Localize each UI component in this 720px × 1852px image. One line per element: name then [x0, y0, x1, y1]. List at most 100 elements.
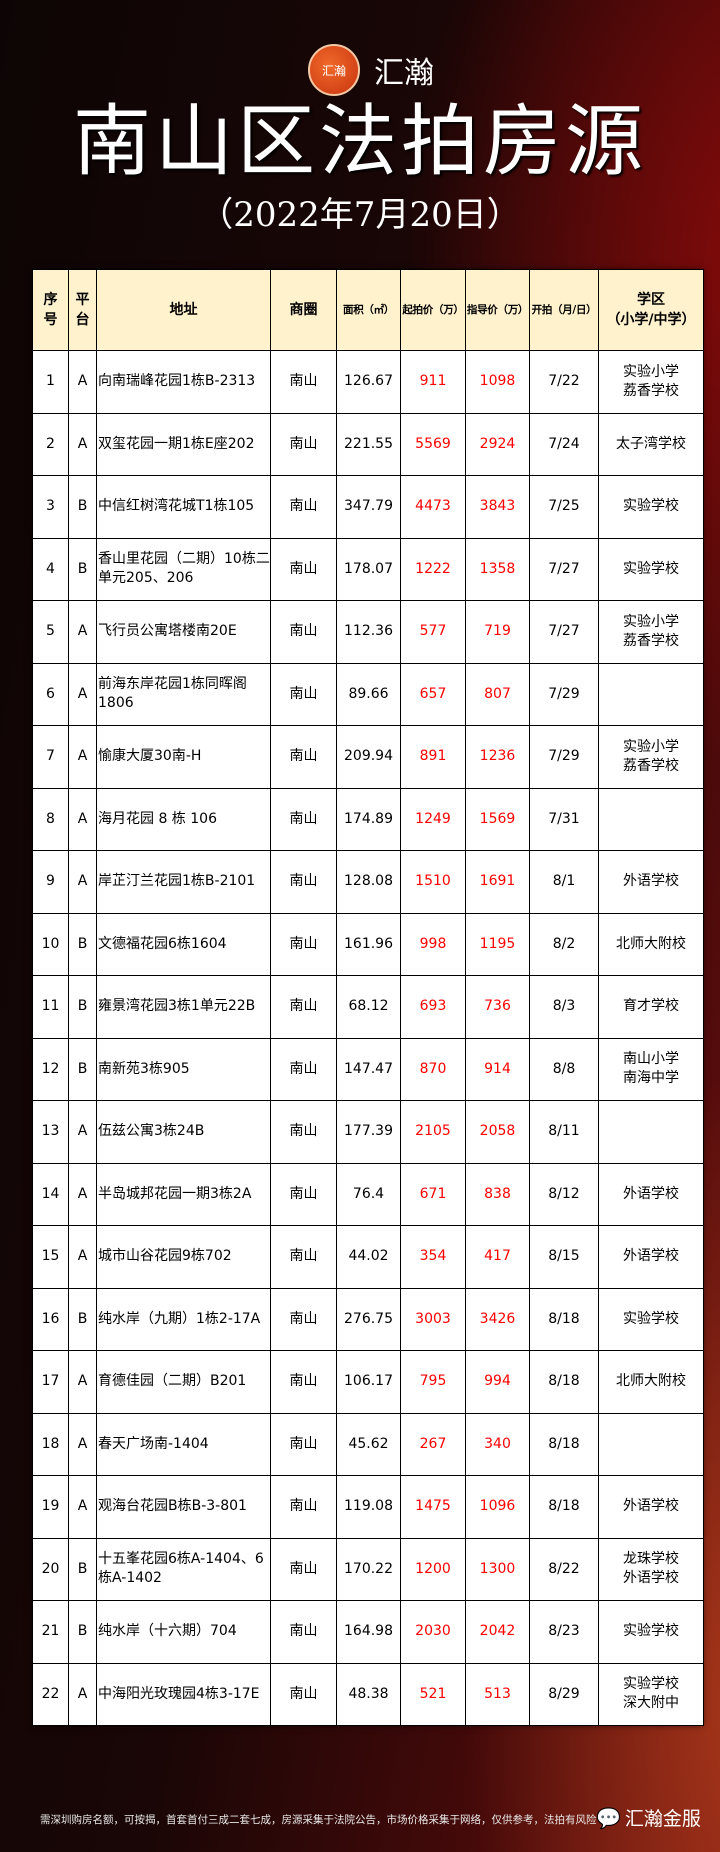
cell-auction-date: 8/12 [529, 1162, 599, 1226]
cell-district: 南山 [270, 600, 337, 664]
cell-platform: A [68, 600, 97, 664]
cell-auction-date: 8/11 [529, 1100, 599, 1164]
cell-address: 海月花园 8 栋 106 [96, 787, 271, 851]
cell-address: 观海台花园B栋B-3-801 [96, 1475, 271, 1539]
cell-auction-date: 8/18 [529, 1287, 599, 1351]
cell-district: 南山 [270, 662, 337, 726]
cell-area: 76.4 [336, 1162, 401, 1226]
cell-school-district: 实验学校 [598, 1600, 704, 1664]
cell-start-price: 577 [400, 600, 466, 664]
cell-index: 8 [32, 787, 69, 851]
cell-auction-date: 7/22 [529, 350, 599, 414]
cell-platform: A [68, 350, 97, 414]
cell-index: 6 [32, 662, 69, 726]
cell-auction-date: 8/1 [529, 850, 599, 914]
cell-index: 20 [32, 1537, 69, 1601]
cell-address: 飞行员公寓塔楼南20E [96, 600, 271, 664]
cell-start-price: 267 [400, 1412, 466, 1476]
cell-district: 南山 [270, 1225, 337, 1289]
cell-address: 育德佳园（二期）B201 [96, 1350, 271, 1414]
cell-guide-price: 1691 [465, 850, 530, 914]
table-row: 17 A 育德佳园（二期）B201 南山 106.17 795 994 8/18 北师大附校 [32, 1350, 704, 1414]
cell-address: 中海阳光玫瑰园4栋3-17E [96, 1662, 271, 1726]
cell-auction-date: 8/23 [529, 1600, 599, 1664]
cell-auction-date: 7/29 [529, 725, 599, 789]
cell-address: 双玺花园一期1栋E座202 [96, 412, 271, 476]
cell-index: 13 [32, 1100, 69, 1164]
cell-school-district: 实验学校 [598, 475, 704, 539]
cell-auction-date: 8/8 [529, 1037, 599, 1101]
cell-address: 十五峯花园6栋A-1404、6栋A-1402 [96, 1537, 271, 1601]
cell-address: 雍景湾花园3栋1单元22B [96, 975, 271, 1039]
table-row: 1 A 向南瑞峰花园1栋B-2313 南山 126.67 911 1098 7/22 实验小学荔… [32, 350, 704, 414]
cell-address: 南新苑3栋905 [96, 1037, 271, 1101]
cell-area: 276.75 [336, 1287, 401, 1351]
cell-area: 68.12 [336, 975, 401, 1039]
cell-platform: B [68, 975, 97, 1039]
cell-start-price: 354 [400, 1225, 466, 1289]
cell-platform: B [68, 475, 97, 539]
cell-school-district: 实验学校 [598, 537, 704, 601]
cell-auction-date: 8/18 [529, 1475, 599, 1539]
cell-school-district: 南山小学 南海中学 [598, 1037, 704, 1101]
cell-index: 19 [32, 1475, 69, 1539]
cell-platform: B [68, 1287, 97, 1351]
cell-index: 12 [32, 1037, 69, 1101]
cell-index: 16 [32, 1287, 69, 1351]
brand-logo: 汇瀚 汇瀚 [308, 44, 434, 96]
cell-address: 半岛城邦花园一期3栋2A [96, 1162, 271, 1226]
cell-guide-price: 1195 [465, 912, 530, 976]
cell-address: 纯水岸（九期）1栋2-17A [96, 1287, 271, 1351]
table-row: 13 A 伍兹公寓3栋24B 南山 177.39 2105 2058 8/11 [32, 1100, 704, 1164]
cell-guide-price: 340 [465, 1412, 530, 1476]
cell-guide-price: 2924 [465, 412, 530, 476]
cell-platform: A [68, 1475, 97, 1539]
cell-start-price: 870 [400, 1037, 466, 1101]
cell-start-price: 2030 [400, 1600, 466, 1664]
cell-school-district: 龙珠学校 外语学校 [598, 1537, 704, 1601]
cell-district: 南山 [270, 1475, 337, 1539]
cell-index: 10 [32, 912, 69, 976]
cell-district: 南山 [270, 1100, 337, 1164]
cell-start-price: 1200 [400, 1537, 466, 1601]
table-row: 3 B 中信红树湾花城T1栋105 南山 347.79 4473 3843 7/25 实验学校 [32, 475, 704, 539]
cell-school-district: 实验学校 深大附中 [598, 1662, 704, 1726]
cell-area: 128.08 [336, 850, 401, 914]
column-header-index: 序号 [32, 269, 69, 351]
brand-name: 汇瀚 [374, 56, 434, 91]
listing-table: 序号平台地址 商圈 面积（㎡） 起拍价（万） 指导价（万） 开拍（月/日） 学区 （小学/中学… [32, 269, 704, 1726]
cell-start-price: 891 [400, 725, 466, 789]
cell-school-district [598, 787, 704, 851]
table-row: 12 B 南新苑3栋905 南山 147.47 870 914 8/8 南山小学 南海中学 [32, 1037, 704, 1101]
cell-district: 南山 [270, 1162, 337, 1226]
table-row: 6 A 前海东岸花园1栋同晖阁1806 南山 89.66 657 807 7/29 [32, 662, 704, 726]
cell-area: 106.17 [336, 1350, 401, 1414]
cell-start-price: 1475 [400, 1475, 466, 1539]
cell-address: 向南瑞峰花园1栋B-2313 [96, 350, 271, 414]
cell-school-district [598, 1412, 704, 1476]
cell-start-price: 5569 [400, 412, 466, 476]
cell-district: 南山 [270, 1350, 337, 1414]
column-header-guide-price: 指导价（万） [465, 269, 530, 351]
cell-start-price: 1510 [400, 850, 466, 914]
cell-area: 45.62 [336, 1412, 401, 1476]
column-header-school-district: 学区 （小学/中学） [598, 269, 704, 351]
cell-platform: A [68, 1350, 97, 1414]
table-row: 22 A 中海阳光玫瑰园4栋3-17E 南山 48.38 521 513 8/29 实验学校 深大… [32, 1662, 704, 1726]
cell-index: 5 [32, 600, 69, 664]
cell-district: 南山 [270, 412, 337, 476]
table-row: 5 A 飞行员公寓塔楼南20E 南山 112.36 577 719 7/27 实验小学 荔香学校 [32, 600, 704, 664]
column-header-platform: 平台 [68, 269, 97, 351]
cell-area: 170.22 [336, 1537, 401, 1601]
cell-district: 南山 [270, 850, 337, 914]
cell-index: 1 [32, 350, 69, 414]
cell-start-price: 998 [400, 912, 466, 976]
cell-address: 岸芷汀兰花园1栋B-2101 [96, 850, 271, 914]
cell-school-district: 外语学校 [598, 1162, 704, 1226]
wechat-brand: 💬 汇瀚金服 [596, 1804, 701, 1831]
cell-area: 89.66 [336, 662, 401, 726]
cell-start-price: 2105 [400, 1100, 466, 1164]
cell-address: 前海东岸花园1栋同晖阁1806 [96, 662, 271, 726]
cell-area: 164.98 [336, 1600, 401, 1664]
cell-auction-date: 8/3 [529, 975, 599, 1039]
